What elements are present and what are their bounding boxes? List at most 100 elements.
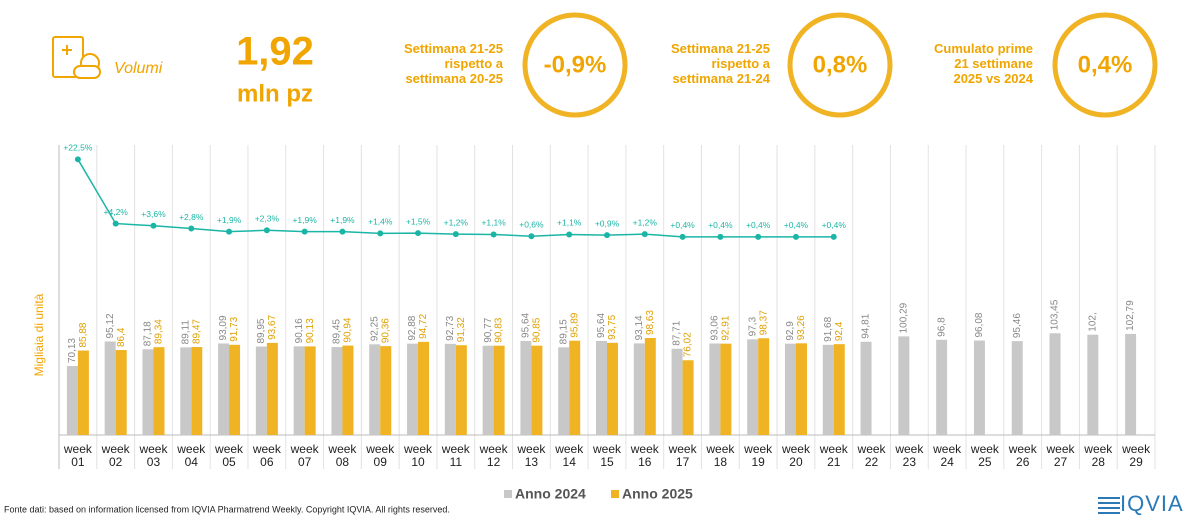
x-tick-label: week 21 [819, 442, 848, 469]
x-tick-label: week 05 [215, 442, 244, 469]
bar [142, 349, 154, 435]
data-label: 102,79 [1125, 300, 1136, 331]
growth-point [226, 228, 233, 235]
bar [860, 341, 872, 435]
x-tick-label: week 07 [290, 442, 319, 469]
legend-swatch [504, 490, 512, 498]
growth-label: +4,2% [104, 207, 129, 217]
source-note: Fonte dati: based on information license… [4, 504, 450, 514]
x-tick-label: week 01 [63, 442, 92, 469]
x-tick-label: week 16 [630, 442, 659, 469]
data-label: 90,13 [305, 318, 316, 343]
bar [569, 340, 581, 435]
growth-point [528, 233, 535, 240]
bar [607, 342, 618, 435]
data-label: 98,37 [758, 310, 769, 335]
x-tick-label: week 19 [744, 442, 773, 469]
growth-label: +0,4% [746, 220, 771, 230]
data-label: 91,32 [456, 317, 467, 342]
growth-point [188, 225, 195, 232]
kpi-label-line: Cumulato prime [934, 41, 1033, 56]
data-label: 94,81 [861, 313, 872, 338]
data-label: 93,14 [634, 315, 645, 340]
kpi-value: -0,9% [544, 51, 607, 78]
bar [77, 350, 89, 435]
bar [558, 347, 570, 435]
bar [66, 366, 78, 435]
x-tick-label: week 14 [555, 442, 584, 469]
growth-label: +1,4% [368, 217, 393, 227]
data-label: 92,91 [721, 315, 732, 340]
data-label: 76,02 [683, 332, 694, 357]
growth-point [377, 230, 384, 237]
x-tick-label: week 20 [781, 442, 810, 469]
legend-label: Anno 2024 [515, 486, 586, 502]
growth-point [339, 228, 346, 235]
bar [191, 347, 203, 435]
x-tick-label: week 28 [1084, 442, 1113, 469]
bar [795, 343, 807, 435]
data-label: 90,77 [483, 317, 494, 342]
x-tick-label: week 03 [139, 442, 168, 469]
data-label: 97,3 [747, 316, 758, 336]
data-label: 100,29 [898, 302, 909, 333]
growth-label: +0,4% [708, 220, 733, 230]
data-label: 95,64 [596, 312, 607, 337]
data-label: 95,89 [569, 312, 580, 337]
bar [898, 336, 910, 435]
bar [833, 344, 845, 435]
bar [1125, 333, 1137, 435]
growth-point [452, 231, 459, 238]
data-label: 90,16 [294, 318, 305, 343]
bar [342, 345, 354, 435]
growth-point [641, 231, 648, 238]
data-label: 85,88 [78, 322, 89, 347]
data-label: 94,72 [418, 313, 429, 338]
bar [682, 360, 694, 435]
bar [531, 345, 543, 435]
bar [115, 350, 127, 435]
data-label: 92,25 [369, 316, 380, 341]
growth-label: +3,6% [141, 209, 166, 219]
bar [973, 340, 985, 435]
kpi-label-line: Settimana 21-25 [671, 41, 770, 56]
growth-point [717, 233, 724, 240]
bar [418, 341, 430, 435]
growth-label: +0,9% [595, 218, 620, 228]
data-label: 92,4 [834, 321, 845, 341]
data-label: 89,95 [256, 318, 267, 343]
data-label: 91,73 [229, 316, 240, 341]
kpi-value: 0,8% [813, 51, 868, 78]
data-label: 95,12 [105, 313, 116, 338]
x-tick-label: week 25 [970, 442, 999, 469]
bar [720, 343, 732, 435]
x-tick-label: week 10 [404, 442, 433, 469]
x-tick-label: week 24 [933, 442, 962, 469]
bar [380, 346, 392, 435]
growth-point [301, 228, 308, 235]
bar [709, 343, 721, 435]
kpi-label: Settimana 21-25 rispetto a settimana 20-25 [343, 41, 503, 86]
bar [1087, 334, 1099, 435]
bar [255, 346, 267, 435]
growth-label: +2,3% [255, 214, 280, 224]
bar [266, 342, 278, 435]
x-tick-label: week 15 [592, 442, 621, 469]
kpi-label-line: 2025 vs 2024 [953, 71, 1033, 86]
data-label: 93,06 [710, 315, 721, 340]
data-label: 95,46 [1012, 313, 1023, 338]
data-label: 93,67 [267, 314, 278, 339]
kpi-value: 0,4% [1078, 51, 1133, 78]
x-tick-label: week 12 [479, 442, 508, 469]
growth-label: +1,9% [292, 215, 317, 225]
kpi-label-line: settimana 21-24 [672, 71, 770, 86]
x-tick-label: week 09 [366, 442, 395, 469]
growth-label: +0,4% [784, 220, 809, 230]
x-tick-label: week 22 [857, 442, 886, 469]
kpi-label: Settimana 21-25 rispetto a settimana 21-24 [610, 41, 770, 86]
bar [455, 345, 467, 435]
bar [153, 347, 165, 435]
kpi-label-line: 21 settimane [954, 56, 1033, 71]
legend-label: Anno 2025 [622, 486, 693, 502]
